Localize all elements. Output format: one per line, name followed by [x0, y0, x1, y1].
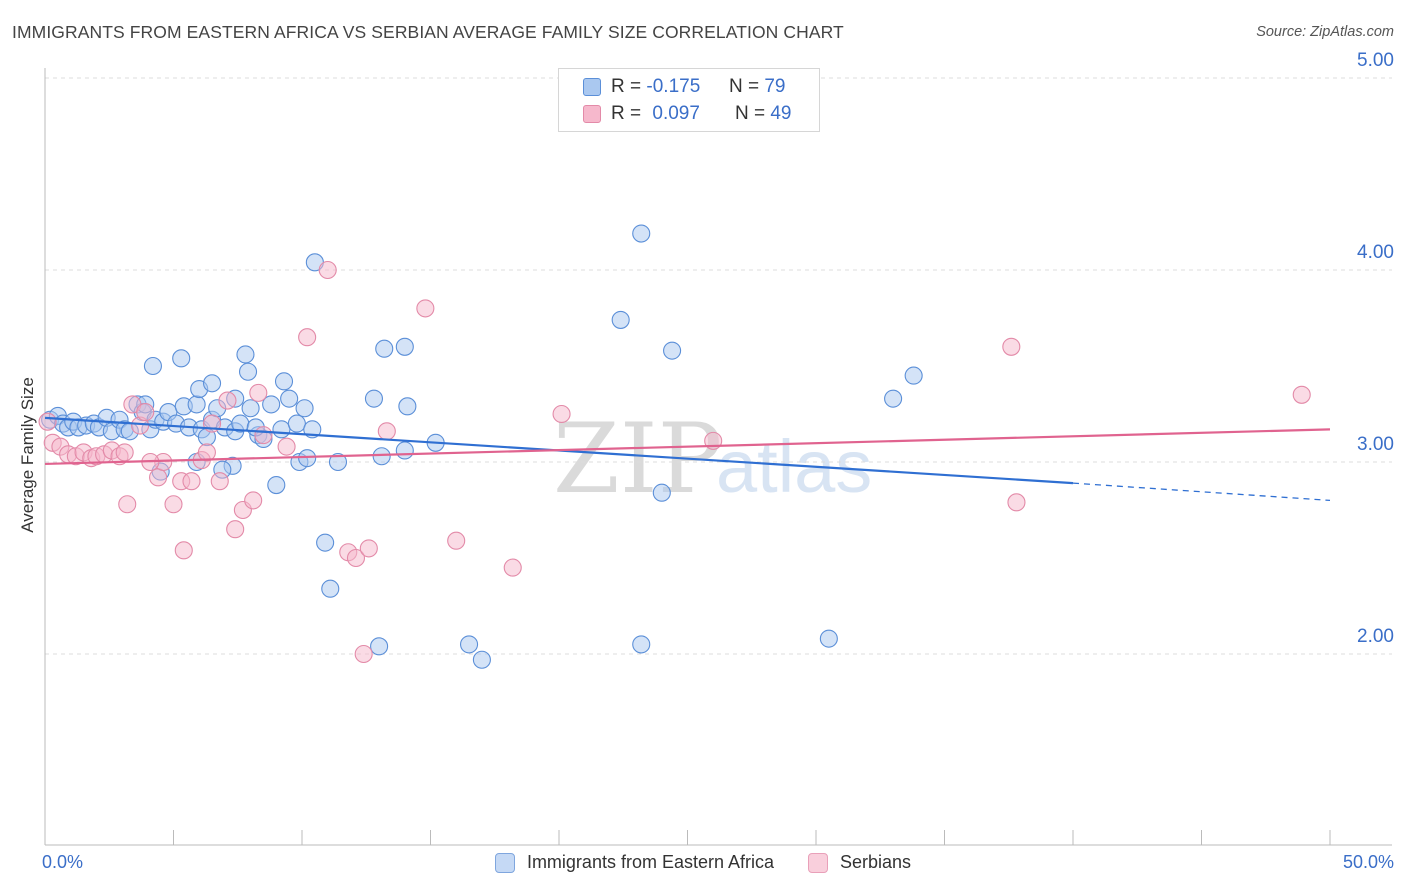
data-point — [472, 650, 491, 669]
data-point — [447, 531, 466, 550]
data-point — [377, 422, 396, 441]
pink-swatch — [808, 852, 829, 873]
y-tick-label: 3.00 — [1357, 434, 1394, 455]
data-point — [210, 472, 229, 491]
data-point — [262, 395, 281, 414]
n-label: N = — [728, 76, 760, 97]
data-point — [172, 349, 191, 368]
data-point — [218, 391, 237, 410]
data-point — [280, 389, 299, 408]
data-point — [1002, 337, 1021, 356]
data-point — [267, 475, 286, 495]
data-point — [287, 414, 306, 433]
legend-label: Immigrants from Eastern Africa — [526, 852, 775, 872]
y-tick-label: 5.00 — [1357, 50, 1394, 71]
data-point — [395, 441, 414, 460]
data-point — [354, 644, 373, 664]
data-point — [611, 310, 630, 329]
data-point — [370, 637, 389, 656]
data-point — [174, 541, 193, 560]
data-point — [274, 372, 294, 391]
data-point — [226, 520, 245, 539]
data-point — [197, 443, 216, 462]
trend-line — [44, 428, 1331, 466]
chart-title: IMMIGRANTS FROM EASTERN AFRICA VS SERBIA… — [12, 22, 844, 42]
chart-source: Source: ZipAtlas.com — [1256, 24, 1394, 40]
blue-swatch — [494, 852, 515, 873]
data-point — [503, 558, 522, 577]
data-point — [316, 533, 335, 552]
data-point — [1007, 493, 1026, 512]
legend-item-serbians: Serbians — [808, 852, 911, 873]
data-point — [346, 548, 366, 568]
data-point — [187, 395, 206, 414]
data-point — [652, 483, 671, 502]
legend-label: Serbians — [840, 852, 912, 872]
n-value: 49 — [770, 103, 792, 124]
legend-item-eastern-africa: Immigrants from Eastern Africa — [494, 852, 775, 873]
r-label: R = — [611, 103, 642, 124]
trend-line-extension — [1072, 482, 1331, 502]
y-tick-label: 4.00 — [1357, 242, 1394, 263]
data-point — [241, 399, 260, 418]
data-point — [136, 403, 155, 422]
data-point — [395, 337, 414, 356]
data-point — [321, 579, 340, 598]
data-point — [38, 412, 57, 431]
data-point — [632, 224, 651, 243]
correlation-legend: R = -0.175 N = 79 R = 0.097 N = 49 — [558, 68, 820, 132]
data-point — [364, 389, 384, 408]
data-point — [1292, 385, 1311, 404]
x-axis-max-label: 50.0% — [1342, 852, 1394, 872]
pink-swatch — [583, 105, 601, 123]
data-point — [416, 299, 435, 318]
data-point — [238, 362, 258, 381]
r-value: -0.175 — [646, 76, 701, 97]
data-point — [118, 495, 137, 514]
data-point — [459, 635, 479, 654]
data-point — [372, 447, 391, 466]
data-point — [819, 629, 838, 648]
data-point — [318, 260, 337, 280]
data-point — [884, 389, 903, 408]
series-legend: Immigrants from Eastern Africa Serbians — [0, 852, 1406, 873]
data-point — [552, 404, 571, 424]
data-point — [143, 356, 162, 376]
data-point — [149, 468, 168, 487]
data-point — [359, 539, 378, 558]
data-point — [375, 339, 394, 358]
data-point — [182, 472, 201, 491]
x-axis-min-label: 0.0% — [42, 852, 84, 872]
data-point — [164, 495, 183, 514]
data-point — [632, 635, 651, 654]
data-point — [254, 426, 273, 445]
data-point — [115, 443, 134, 462]
data-point — [904, 366, 923, 385]
r-value: 0.097 — [652, 103, 700, 124]
legend-row-serbians: R = 0.097 N = 49 — [583, 101, 791, 127]
data-point — [295, 399, 314, 418]
legend-row-eastern-africa: R = -0.175 N = 79 — [583, 74, 785, 100]
n-value: 79 — [764, 76, 786, 97]
data-point — [298, 328, 317, 347]
data-point — [244, 491, 263, 510]
data-point — [236, 345, 255, 364]
n-label: N = — [734, 103, 766, 124]
data-point — [663, 341, 682, 360]
blue-swatch — [583, 78, 601, 96]
data-point — [277, 437, 296, 456]
data-point — [328, 452, 348, 472]
data-point — [298, 449, 317, 468]
y-tick-label: 2.00 — [1357, 626, 1394, 647]
data-point — [203, 374, 222, 393]
data-point — [272, 420, 291, 439]
data-point — [249, 383, 268, 402]
data-point — [398, 397, 417, 416]
r-label: R = — [611, 76, 642, 97]
